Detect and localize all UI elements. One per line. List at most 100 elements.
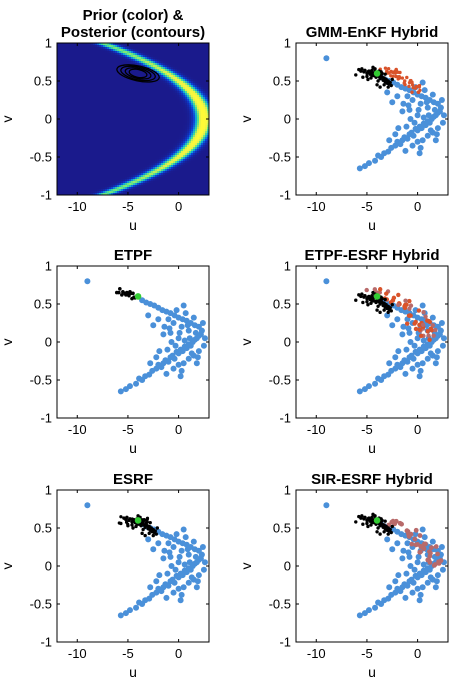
heatmap-cell [83,187,86,190]
heatmap-cell [83,53,86,56]
heatmap-cell [61,189,64,192]
heatmap-cell [157,57,160,60]
heatmap-cell [179,157,182,160]
heatmap-cell [63,129,66,132]
heatmap-cell [159,119,162,122]
heatmap-cell [117,179,120,182]
heatmap-cell [117,137,120,140]
heatmap-cell [123,187,126,190]
heatmap-cell [83,99,86,102]
heatmap-cell [135,175,138,178]
heatmap-cell [63,127,66,130]
heatmap-cell [79,65,82,68]
heatmap-cell [61,59,64,62]
heatmap-cell [109,117,112,120]
heatmap-cell [167,137,170,140]
heatmap-cell [157,65,160,68]
heatmap-cell [165,179,168,182]
heatmap-cell [185,67,188,70]
heatmap-cell [77,161,80,164]
heatmap-cell [87,183,90,186]
heatmap-cell [101,49,104,52]
heatmap-cell [177,147,180,150]
heatmap-cell [131,133,134,136]
heatmap-cell [73,123,76,126]
heatmap-cell [179,73,182,76]
heatmap-cell [107,151,110,154]
heatmap-cell [117,125,120,128]
heatmap-cell [129,137,132,140]
heatmap-cell [127,113,130,116]
heatmap-cell [181,185,184,188]
heatmap-cell [163,115,166,118]
heatmap-cell [71,45,74,48]
heatmap-cell [135,57,138,60]
heatmap-cell [99,59,102,62]
heatmap-cell [111,105,114,108]
heatmap-cell [93,161,96,164]
heatmap-cell [59,97,62,100]
heatmap-cell [149,59,152,62]
heatmap-cell [167,115,170,118]
heatmap-cell [113,177,116,180]
heatmap-cell [147,59,150,62]
heatmap-cell [157,109,160,112]
heatmap-cell [151,107,154,110]
heatmap-cell [151,157,154,160]
heatmap-cell [91,193,94,195]
heatmap-cell [183,135,186,138]
heatmap-cell [65,69,68,72]
heatmap-cell [159,147,162,150]
heatmap-cell [179,117,182,120]
heatmap-cell [159,73,162,76]
heatmap-cell [155,129,158,132]
heatmap-cell [129,133,132,136]
heatmap-cell [83,97,86,100]
heatmap-cell [177,143,180,146]
heatmap-cell [69,153,72,156]
heatmap-cell [61,157,64,160]
heatmap-cell [129,191,132,194]
heatmap-cell [135,163,138,166]
heatmap-cell [99,193,102,195]
heatmap-cell [93,133,96,136]
heatmap-cell [177,129,180,132]
heatmap-cell [175,141,178,144]
heatmap-cell [87,99,90,102]
heatmap-cell [95,131,98,134]
heatmap-cell [167,63,170,66]
heatmap-cell [177,187,180,190]
heatmap-cell [89,105,92,108]
heatmap-cell [161,183,164,186]
heatmap-cell [179,65,182,68]
heatmap-cell [59,165,62,168]
heatmap-cell [87,133,90,136]
heatmap-cell [137,107,140,110]
heatmap-cell [141,187,144,190]
heatmap-cell [171,93,174,96]
heatmap-cell [165,155,168,158]
heatmap-cell [183,69,186,72]
heatmap-cell [73,127,76,130]
heatmap-cell [137,61,140,64]
heatmap-cell [135,169,138,172]
heatmap-cell [127,189,130,192]
heatmap-cell [147,141,150,144]
heatmap-cell [97,129,100,132]
heatmap-cell [179,83,182,86]
heatmap-cell [71,63,74,66]
heatmap-cell [99,77,102,80]
heatmap-cell [163,129,166,132]
heatmap-cell [177,149,180,152]
heatmap-cell [61,119,64,122]
heatmap-cell [131,85,134,88]
heatmap-cell [185,167,188,170]
heatmap-cell [107,59,110,62]
heatmap-cell [61,85,64,88]
heatmap-cell [153,127,156,130]
heatmap-cell [187,63,190,66]
heatmap-cell [103,173,106,176]
heatmap-cell [173,157,176,160]
heatmap-cell [99,121,102,124]
heatmap-cell [125,77,128,80]
